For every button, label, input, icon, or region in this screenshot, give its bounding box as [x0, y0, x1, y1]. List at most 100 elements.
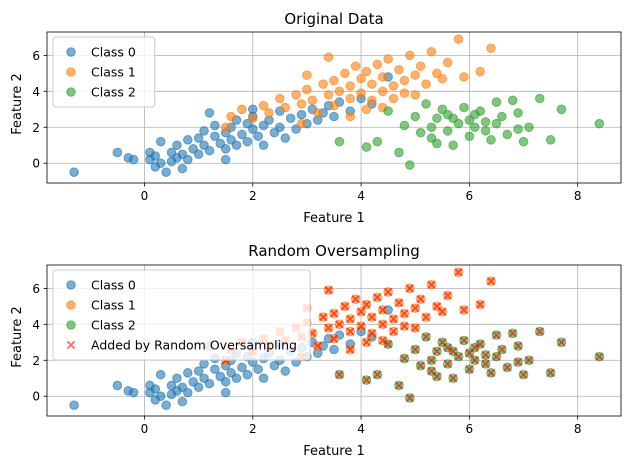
x-tick-label: 6: [466, 422, 474, 436]
y-tick-label: 2: [32, 121, 40, 135]
subplot-random-oversampling: Random Oversampling Feature 1 Feature 2 …: [10, 242, 622, 459]
point-class-0: [172, 373, 182, 384]
point-class-1: [383, 54, 393, 64]
point-added-by-random-oversampling: [503, 363, 512, 372]
point-class-0: [155, 369, 166, 380]
point-added-by-random-oversampling: [324, 323, 333, 333]
point-class-0: [182, 368, 193, 378]
point-class-1: [475, 66, 486, 77]
point-class-1: [318, 79, 328, 89]
y-tick-label: 4: [32, 318, 40, 332]
point-class-2: [383, 106, 393, 116]
point-added-by-random-oversampling: [335, 320, 344, 329]
point-class-0: [204, 378, 215, 389]
point-class-2: [405, 160, 415, 170]
axes-frame: [46, 264, 622, 417]
x-axis-label: Feature 1: [303, 211, 365, 226]
point-added-by-random-oversampling: [389, 314, 398, 324]
point-class-2: [491, 118, 502, 129]
point-added-by-random-oversampling: [373, 370, 382, 379]
point-class-0: [258, 373, 269, 384]
point-added-by-random-oversampling: [389, 327, 398, 336]
point-class-0: [150, 384, 161, 394]
point-class-1: [486, 43, 496, 53]
point-class-0: [204, 145, 215, 156]
point-added-by-random-oversampling: [492, 330, 501, 340]
point-added-by-random-oversampling: [340, 302, 350, 311]
y-axis-label: Feature 2: [10, 73, 25, 135]
point-class-0: [161, 167, 171, 178]
point-class-2: [426, 122, 437, 133]
point-added-by-random-oversampling: [335, 370, 344, 379]
point-added-by-random-oversampling: [346, 314, 355, 324]
point-added-by-random-oversampling: [362, 300, 371, 309]
legend-label: Class 2: [91, 318, 136, 333]
point-added-by-random-oversampling: [535, 327, 545, 336]
point-added-by-random-oversampling: [524, 356, 534, 365]
point-class-1: [345, 111, 356, 122]
point-class-0: [150, 151, 161, 161]
point-added-by-random-oversampling: [410, 345, 420, 354]
legend-label: Class 1: [91, 298, 136, 313]
point-class-0: [285, 113, 296, 124]
point-class-0: [280, 366, 291, 376]
point-class-0: [193, 133, 204, 143]
point-class-0: [172, 140, 182, 151]
chart-title: Random Oversampling: [248, 242, 419, 260]
point-added-by-random-oversampling: [432, 372, 442, 381]
point-added-by-random-oversampling: [432, 347, 442, 356]
point-class-0: [193, 366, 204, 376]
point-added-by-random-oversampling: [383, 339, 393, 349]
legend-marker: [66, 87, 76, 97]
y-tick-label: 2: [32, 354, 40, 368]
point-class-0: [231, 140, 242, 151]
point-added-by-random-oversampling: [329, 309, 339, 318]
point-class-0: [69, 400, 79, 411]
point-added-by-random-oversampling: [394, 298, 404, 307]
point-class-2: [534, 93, 545, 104]
point-class-2: [524, 122, 534, 133]
point-class-1: [264, 108, 274, 118]
point-class-1: [388, 93, 399, 104]
point-added-by-random-oversampling: [492, 352, 501, 361]
point-class-0: [155, 136, 166, 147]
point-class-0: [258, 140, 269, 151]
point-class-1: [296, 99, 307, 109]
point-class-1: [410, 90, 421, 100]
point-added-by-random-oversampling: [546, 368, 555, 378]
point-class-1: [307, 95, 318, 106]
point-added-by-random-oversampling: [497, 345, 507, 354]
point-added-by-random-oversampling: [318, 312, 328, 322]
point-class-1: [275, 93, 285, 104]
point-added-by-random-oversampling: [470, 343, 480, 352]
point-class-0: [155, 158, 166, 169]
point-added-by-random-oversampling: [465, 365, 474, 374]
point-added-by-random-oversampling: [346, 327, 355, 336]
legend-label: Class 0: [91, 278, 136, 293]
point-class-2: [507, 95, 518, 106]
point-class-0: [220, 377, 231, 387]
point-class-1: [405, 50, 415, 61]
point-added-by-random-oversampling: [383, 287, 393, 297]
point-class-2: [502, 129, 513, 140]
point-added-by-random-oversampling: [486, 276, 496, 286]
point-added-by-random-oversampling: [394, 381, 404, 390]
point-class-1: [453, 34, 464, 44]
point-added-by-random-oversampling: [486, 368, 496, 378]
point-class-1: [388, 81, 399, 91]
point-class-1: [345, 81, 356, 91]
point-added-by-random-oversampling: [481, 350, 490, 360]
point-added-by-random-oversampling: [443, 343, 452, 352]
axes-frame: [46, 31, 622, 184]
point-added-by-random-oversampling: [351, 294, 360, 304]
point-added-by-random-oversampling: [513, 357, 523, 367]
point-class-0: [329, 111, 339, 122]
point-added-by-random-oversampling: [378, 305, 387, 315]
x-tick-label: 6: [466, 189, 474, 203]
point-class-0: [253, 364, 263, 375]
point-class-2: [469, 122, 480, 133]
point-class-2: [459, 102, 469, 113]
point-class-1: [367, 79, 377, 89]
point-added-by-random-oversampling: [470, 356, 480, 365]
point-class-1: [372, 59, 383, 70]
